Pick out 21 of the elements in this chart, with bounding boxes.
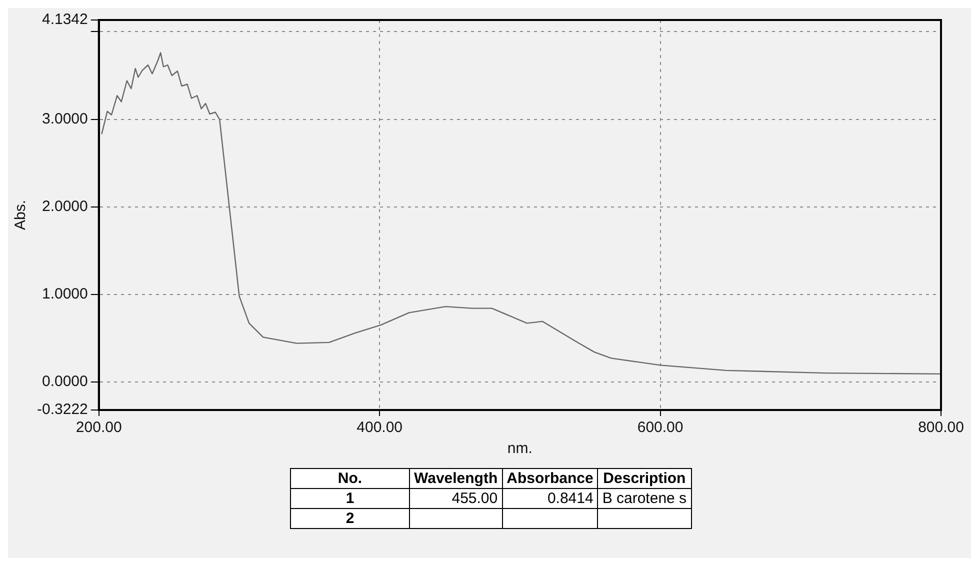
text: 1 <box>290 488 410 508</box>
text: 455.00 <box>410 488 502 508</box>
text: Absorbance <box>502 468 598 488</box>
y-tick-label: 4.1342 <box>42 11 88 28</box>
y-tick-label: 0.0000 <box>42 372 88 390</box>
text: B carotene s <box>598 488 692 508</box>
x-tick-label: 600.00 <box>637 419 684 436</box>
y-axis-title: Abs. <box>12 200 30 230</box>
text: 0.8414 <box>502 488 598 508</box>
text: Description <box>598 468 692 488</box>
y-tick-label: -0.3222 <box>37 401 88 418</box>
x-tick-label: 200.00 <box>76 419 122 436</box>
y-tick-label: 1.0000 <box>42 285 88 302</box>
y-tick-label: 3.0000 <box>42 110 88 128</box>
x-tick-label: 400.00 <box>356 419 403 436</box>
x-tick-label: 800.00 <box>918 419 964 436</box>
x-axis-title: nm. <box>507 440 532 458</box>
text: No. <box>290 468 410 488</box>
text: 2 <box>290 508 410 528</box>
y-tick-label: 2.0000 <box>42 198 88 215</box>
text: Wavelength <box>410 468 502 488</box>
